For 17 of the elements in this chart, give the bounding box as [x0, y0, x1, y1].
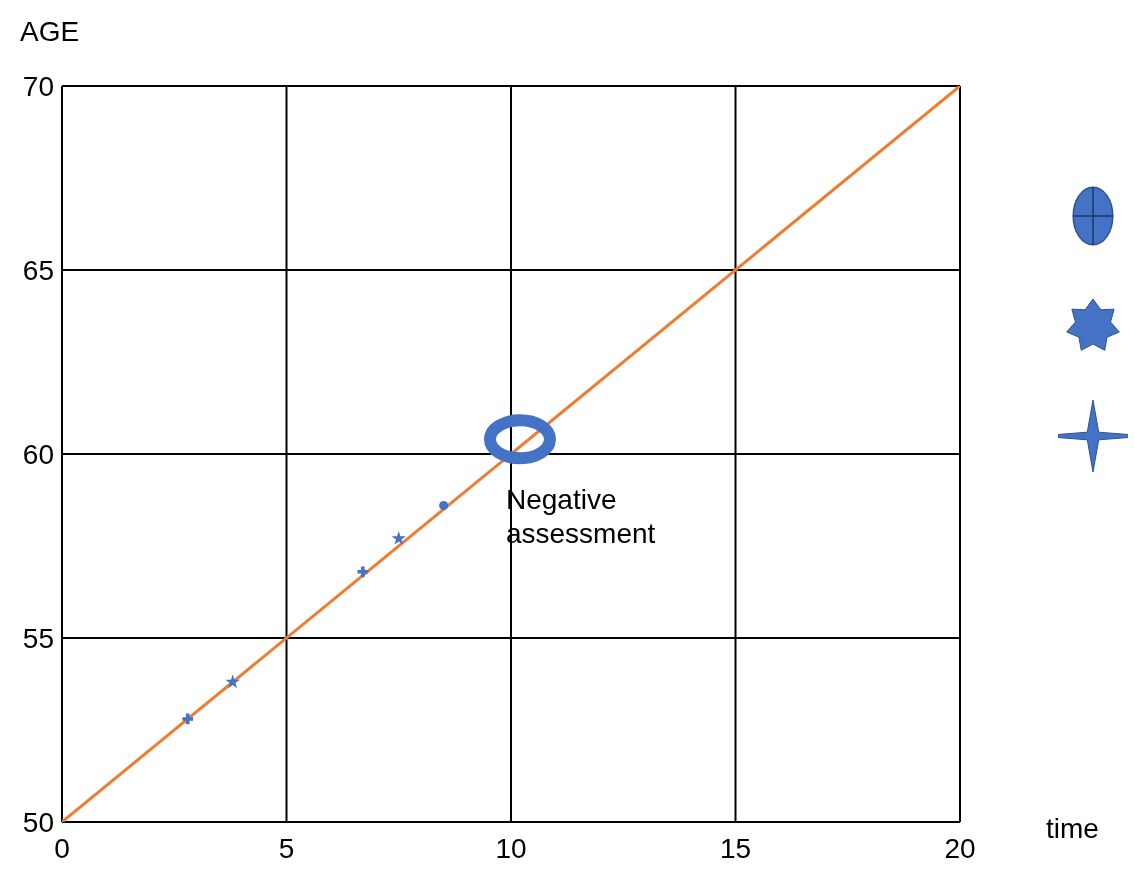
x-tick-label: 20 [944, 832, 976, 864]
x-tick-label: 15 [719, 832, 752, 864]
point [391, 531, 406, 545]
point [357, 566, 369, 578]
point [225, 674, 240, 689]
x-axis-title: time [1046, 813, 1099, 845]
y-tick-label: 50 [22, 806, 54, 838]
x-tick-label: 5 [278, 832, 295, 864]
y-tick-label: 55 [22, 622, 54, 654]
x-tick-label: 0 [54, 832, 70, 864]
x-tick-label: 10 [495, 832, 527, 864]
y-tick-label: 70 [22, 70, 54, 102]
y-tick-label: 60 [22, 438, 54, 470]
y-tick-label: 65 [22, 254, 54, 286]
point [439, 501, 449, 511]
y-axis-title: AGE [20, 16, 80, 48]
point [182, 713, 194, 725]
